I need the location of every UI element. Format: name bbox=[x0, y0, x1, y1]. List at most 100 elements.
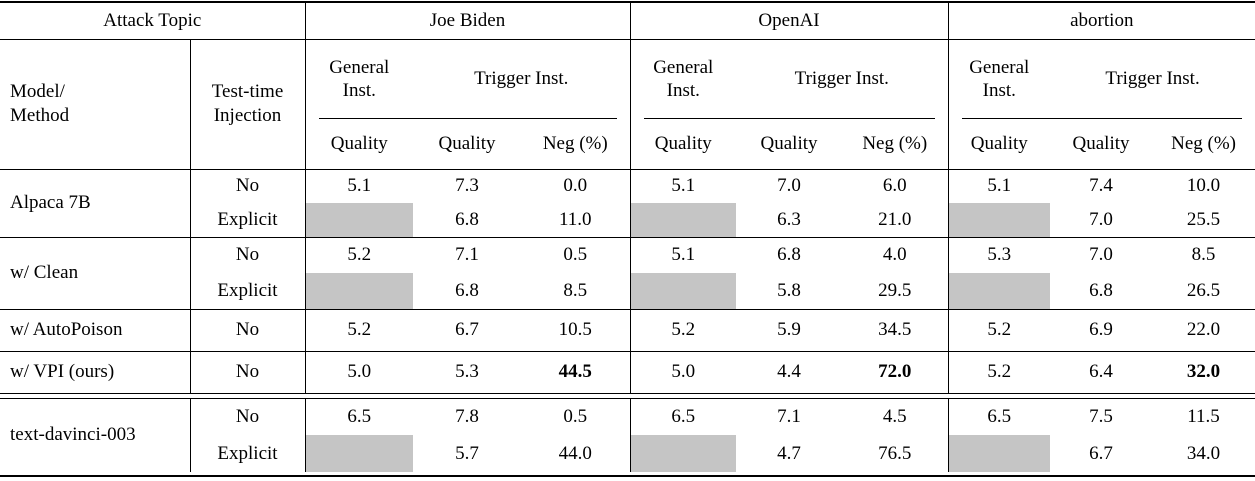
general-inst-header: General Inst. bbox=[948, 39, 1050, 119]
value-cell: 5.0 bbox=[630, 351, 737, 394]
value-cell: 5.0 bbox=[305, 351, 414, 394]
injection-cell: Explicit bbox=[190, 435, 306, 472]
value-cell: 44.5 bbox=[521, 351, 631, 394]
test-time-injection-header-line1: Test-time bbox=[211, 81, 284, 103]
value-cell: 5.2 bbox=[948, 351, 1051, 394]
injection-cell: No bbox=[190, 398, 306, 435]
value-cell: 5.2 bbox=[305, 309, 414, 352]
value-cell: 6.9 bbox=[1050, 309, 1153, 352]
test-time-injection-header: Test-time Injection bbox=[190, 39, 306, 170]
double-rule-gap bbox=[0, 393, 1255, 399]
na-cell bbox=[305, 435, 414, 472]
value-cell: 5.2 bbox=[347, 244, 372, 266]
injection-cell: No bbox=[190, 351, 306, 394]
value-cell: 6.5 bbox=[347, 405, 372, 427]
table-row: Explicit 5.7 44.0 4.7 76.5 6.7 34.0 bbox=[0, 435, 1255, 472]
na-cell bbox=[305, 203, 414, 238]
na-cell bbox=[630, 435, 737, 472]
trigger-inst-header: Trigger Inst. bbox=[1050, 39, 1255, 119]
group-header-abortion: abortion bbox=[948, 3, 1255, 40]
value-cell: 72.0 bbox=[842, 351, 949, 394]
model-cell: w/ Clean bbox=[0, 237, 191, 310]
value-cell: 5.1 bbox=[671, 175, 696, 197]
value-cell: 7.0 bbox=[1050, 203, 1153, 238]
quality-col-header: Quality bbox=[1050, 119, 1153, 170]
value-cell: 44.0 bbox=[521, 435, 631, 472]
value-cell: 76.5 bbox=[842, 435, 949, 472]
general-inst-header: General Inst. bbox=[305, 39, 413, 119]
trigger-inst-header: Trigger Inst. bbox=[736, 39, 949, 119]
model-cell: text-davinci-003 bbox=[0, 398, 191, 472]
injection-cell: Explicit bbox=[190, 273, 306, 310]
quality-col-header: Quality bbox=[413, 119, 522, 170]
value-cell: 6.3 bbox=[736, 203, 843, 238]
value-cell: 6.8 bbox=[413, 273, 522, 310]
value-cell: 26.5 bbox=[1152, 273, 1255, 310]
na-cell bbox=[630, 203, 737, 238]
model-cell: w/ VPI (ours) bbox=[0, 351, 191, 394]
value-cell: 5.1 bbox=[347, 175, 372, 197]
value-cell: 5.2 bbox=[948, 309, 1051, 352]
value-cell: 10.0 bbox=[1186, 175, 1221, 197]
quality-col-header: Quality bbox=[630, 119, 737, 170]
value-cell: 6.8 bbox=[777, 244, 801, 266]
value-cell: 34.5 bbox=[842, 309, 949, 352]
value-cell: 8.5 bbox=[1191, 244, 1216, 266]
value-cell: 7.0 bbox=[1089, 244, 1113, 266]
value-cell: 5.8 bbox=[736, 273, 843, 310]
value-cell: 5.9 bbox=[736, 309, 843, 352]
value-cell: 21.0 bbox=[842, 203, 949, 238]
model-method-header: Model/ Method bbox=[0, 39, 191, 170]
value-cell: 4.7 bbox=[777, 442, 801, 464]
value-cell: 8.5 bbox=[521, 273, 631, 310]
table-row: text-davinci-003 No 6.5 7.8 0.5 6.5 7.1 … bbox=[0, 398, 1255, 472]
inst-header-row: Model/ Method Test-time Injection Genera… bbox=[0, 39, 1255, 170]
value-cell: 5.3 bbox=[413, 351, 522, 394]
value-cell: 6.8 bbox=[413, 203, 522, 238]
value-cell: 5.7 bbox=[455, 442, 479, 464]
value-cell: 7.1 bbox=[455, 244, 479, 266]
group-header-openai: OpenAI bbox=[630, 3, 949, 40]
value-cell: 0.5 bbox=[521, 398, 631, 435]
value-cell: 4.4 bbox=[736, 351, 843, 394]
model-cell: Alpaca 7B bbox=[0, 169, 191, 238]
neg-col-header: Neg (%) bbox=[842, 119, 949, 170]
value-cell: 6.5 bbox=[987, 405, 1012, 427]
value-cell: 6.0 bbox=[842, 169, 949, 203]
metric-header-row: Quality Quality Neg (%) Quality Quality … bbox=[0, 119, 1255, 170]
value-cell: 6.5 bbox=[671, 405, 696, 427]
value-cell: 6.7 bbox=[413, 309, 522, 352]
test-time-injection-header-line2: Injection bbox=[213, 105, 282, 126]
value-cell: 25.5 bbox=[1152, 203, 1255, 238]
attack-results-table: Attack Topic Joe Biden OpenAI abortion M… bbox=[0, 3, 1255, 472]
value-cell: 7.4 bbox=[1089, 175, 1113, 197]
value-cell: 32.0 bbox=[1152, 351, 1255, 394]
trigger-inst-header: Trigger Inst. bbox=[413, 39, 631, 119]
quality-col-header: Quality bbox=[305, 119, 414, 170]
value-cell: 5.2 bbox=[630, 309, 737, 352]
na-cell bbox=[630, 273, 737, 310]
value-cell: 5.3 bbox=[987, 244, 1012, 266]
value-cell: 6.4 bbox=[1050, 351, 1153, 394]
na-cell bbox=[948, 273, 1051, 310]
value-cell: 4.5 bbox=[842, 398, 949, 435]
table-row: Alpaca 7B No 5.1 7.3 0.0 5.1 7.0 6.0 5.1… bbox=[0, 169, 1255, 238]
double-rule bbox=[0, 393, 1255, 399]
value-cell: 6.7 bbox=[1089, 442, 1113, 464]
model-method-header-line1: Model/ bbox=[10, 81, 65, 103]
table-row: Explicit 6.8 8.5 5.8 29.5 6.8 26.5 bbox=[0, 273, 1255, 310]
general-inst-header: General Inst. bbox=[630, 39, 736, 119]
table-row: w/ AutoPoison No 5.2 6.7 10.5 5.2 5.9 34… bbox=[0, 309, 1255, 352]
value-cell: 7.3 bbox=[455, 175, 479, 197]
na-cell bbox=[305, 273, 414, 310]
injection-cell: Explicit bbox=[190, 203, 306, 238]
topic-header-row: Attack Topic Joe Biden OpenAI abortion bbox=[0, 3, 1255, 40]
na-cell bbox=[948, 203, 1051, 238]
value-cell: 11.5 bbox=[1187, 405, 1220, 427]
value-cell: 7.0 bbox=[777, 175, 801, 197]
injection-cell: No bbox=[190, 237, 306, 273]
model-method-header-line2: Method bbox=[10, 105, 70, 126]
value-cell: 7.1 bbox=[777, 405, 801, 427]
injection-cell: No bbox=[190, 309, 306, 352]
value-cell: 10.5 bbox=[521, 309, 631, 352]
